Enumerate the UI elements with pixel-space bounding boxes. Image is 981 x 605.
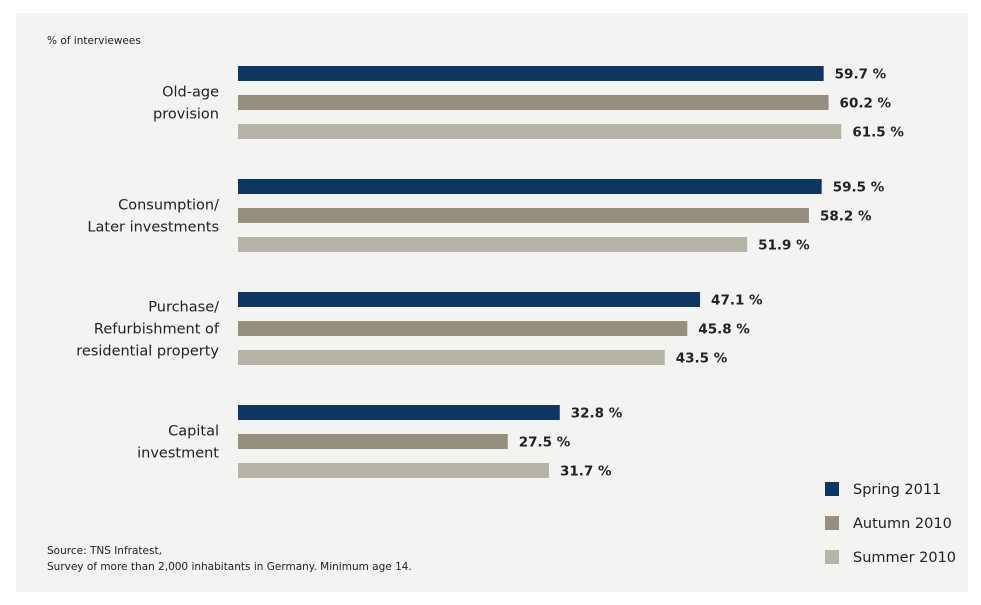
category-label-4-line-1: Capital (168, 424, 219, 440)
legend-swatch-3 (825, 550, 839, 564)
category-label-3-line-3: residential property (76, 344, 219, 360)
value-label-3-3: 43.5 % (676, 351, 728, 367)
value-label-1-1: 59.7 % (835, 67, 887, 83)
bar-3-2 (238, 321, 688, 336)
category-label-4-line-2: investment (137, 446, 219, 462)
legend-label-2: Autumn 2010 (853, 516, 952, 532)
bar-1-3 (238, 124, 842, 139)
value-label-4-1: 32.8 % (571, 406, 623, 422)
bar-3-3 (238, 350, 665, 365)
legend-swatch-1 (825, 482, 839, 496)
value-label-2-3: 51.9 % (758, 238, 810, 254)
bar-3-1 (238, 292, 701, 307)
value-label-1-3: 61.5 % (852, 125, 904, 141)
value-label-4-2: 27.5 % (519, 435, 571, 451)
bar-2-1 (238, 179, 822, 194)
bar-4-3 (238, 463, 549, 478)
value-label-2-2: 58.2 % (820, 209, 872, 225)
legend-label-3: Summer 2010 (853, 550, 956, 566)
category-label-2-line-2: Later investments (87, 220, 219, 236)
source-note-line-2: Survey of more than 2,000 inhabitants in… (47, 561, 412, 573)
bar-2-3 (238, 237, 748, 252)
value-label-2-1: 59.5 % (833, 180, 885, 196)
bar-4-2 (238, 434, 508, 449)
legend-label-1: Spring 2011 (853, 482, 941, 498)
value-label-1-2: 60.2 % (840, 96, 892, 112)
unit-label: % of interviewees (47, 35, 141, 47)
value-label-3-2: 45.8 % (698, 322, 750, 338)
value-label-4-3: 31.7 % (560, 464, 612, 480)
category-label-3-line-1: Purchase/ (148, 300, 219, 316)
bar-2-2 (238, 208, 809, 223)
legend-swatch-2 (825, 516, 839, 530)
value-label-3-1: 47.1 % (711, 293, 763, 309)
category-label-3-line-2: Refurbishment of (94, 322, 220, 338)
category-label-2-line-1: Consumption/ (118, 198, 219, 214)
bar-1-2 (238, 95, 829, 110)
source-note-line-1: Source: TNS Infratest, (47, 545, 162, 557)
bar-4-1 (238, 405, 560, 420)
bar-1-1 (238, 66, 824, 81)
category-label-1-line-1: Old-age (162, 85, 219, 101)
category-label-1-line-2: provision (153, 107, 219, 123)
